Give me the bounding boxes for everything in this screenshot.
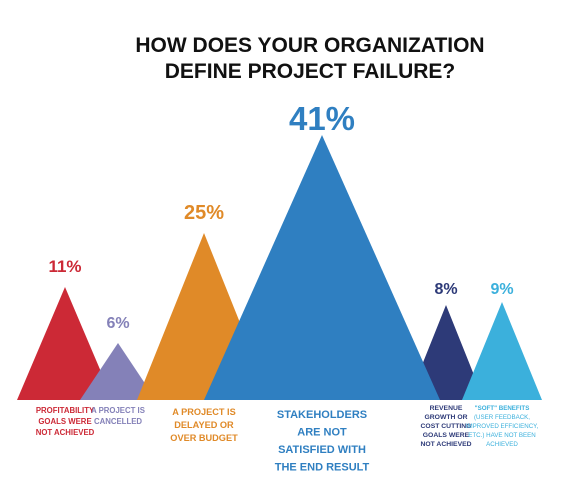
category-label-2-line-2: CANCELLED xyxy=(94,417,142,426)
category-label-4-line-2: ARE NOT xyxy=(297,427,347,439)
category-label-4-line-1: STAKEHOLDERS xyxy=(277,409,367,421)
category-label-3: A PROJECT IS DELAYED OR OVER BUDGET xyxy=(170,407,238,443)
category-label-5-line-1: REVENUE xyxy=(430,405,463,412)
category-label-2: A PROJECT IS CANCELLED xyxy=(91,406,145,426)
category-label-1-line-2: GOALS WERE xyxy=(38,417,91,426)
chart-title: HOW DOES YOUR ORGANIZATION DEFINE PROJEC… xyxy=(135,34,484,83)
category-label-6: "SOFT" BENEFITS (USER FEEDBACK, IMPROVED E… xyxy=(466,405,539,448)
category-label-6-line-2: (USER FEEDBACK, xyxy=(474,414,530,421)
peak-4 xyxy=(204,135,440,400)
value-label-5: 8% xyxy=(434,281,457,298)
value-label-6: 9% xyxy=(490,281,513,298)
peaks-layer xyxy=(17,135,542,400)
category-labels-layer: PROFITABILITY GOALS WERE NOT ACHIEVED A PRO… xyxy=(36,405,539,474)
category-label-1-line-3: NOT ACHIEVED xyxy=(36,428,95,437)
category-label-6-line-3: IMPROVED EFFICIENCY, xyxy=(466,423,539,430)
category-label-3-line-3: OVER BUDGET xyxy=(170,433,238,443)
chart-title-line-2: DEFINE PROJECT FAILURE? xyxy=(165,60,456,83)
category-label-5: REVENUE GROWTH OR COST CUTTING GOALS WERE NO… xyxy=(420,405,471,448)
category-label-5-line-3: COST CUTTING xyxy=(421,423,472,430)
category-label-5-line-2: GROWTH OR xyxy=(424,414,467,421)
category-label-4-line-4: THE END RESULT xyxy=(275,462,370,474)
peak-6 xyxy=(462,302,542,400)
value-label-3: 25% xyxy=(184,202,224,224)
category-label-3-line-2: DELAYED OR xyxy=(174,420,234,430)
value-label-2: 6% xyxy=(106,315,129,332)
chart-title-line-1: HOW DOES YOUR ORGANIZATION xyxy=(135,34,484,57)
category-label-5-line-5: NOT ACHIEVED xyxy=(420,441,471,448)
category-label-1: PROFITABILITY GOALS WERE NOT ACHIEVED xyxy=(36,406,95,437)
category-label-6-line-5: ACHIEVED xyxy=(486,441,518,448)
value-label-4: 41% xyxy=(289,100,355,137)
category-label-4-line-3: SATISFIED WITH xyxy=(278,444,366,456)
peak-1 xyxy=(17,287,113,400)
category-label-3-line-1: A PROJECT IS xyxy=(172,407,235,417)
value-labels-layer: 11% 6% 25% 41% 8% 9% xyxy=(48,100,513,332)
category-label-5-line-4: GOALS WERE xyxy=(423,432,470,439)
category-label-6-line-1: "SOFT" BENEFITS xyxy=(475,405,530,412)
category-label-6-line-4: ETC.) HAVE NOT BEEN xyxy=(468,432,536,439)
peak-2 xyxy=(80,343,156,400)
value-label-1: 11% xyxy=(48,257,81,276)
category-label-1-line-1: PROFITABILITY xyxy=(36,406,95,415)
category-label-2-line-1: A PROJECT IS xyxy=(91,406,145,415)
category-label-4: STAKEHOLDERS ARE NOT SATISFIED WITH THE END… xyxy=(275,409,370,474)
